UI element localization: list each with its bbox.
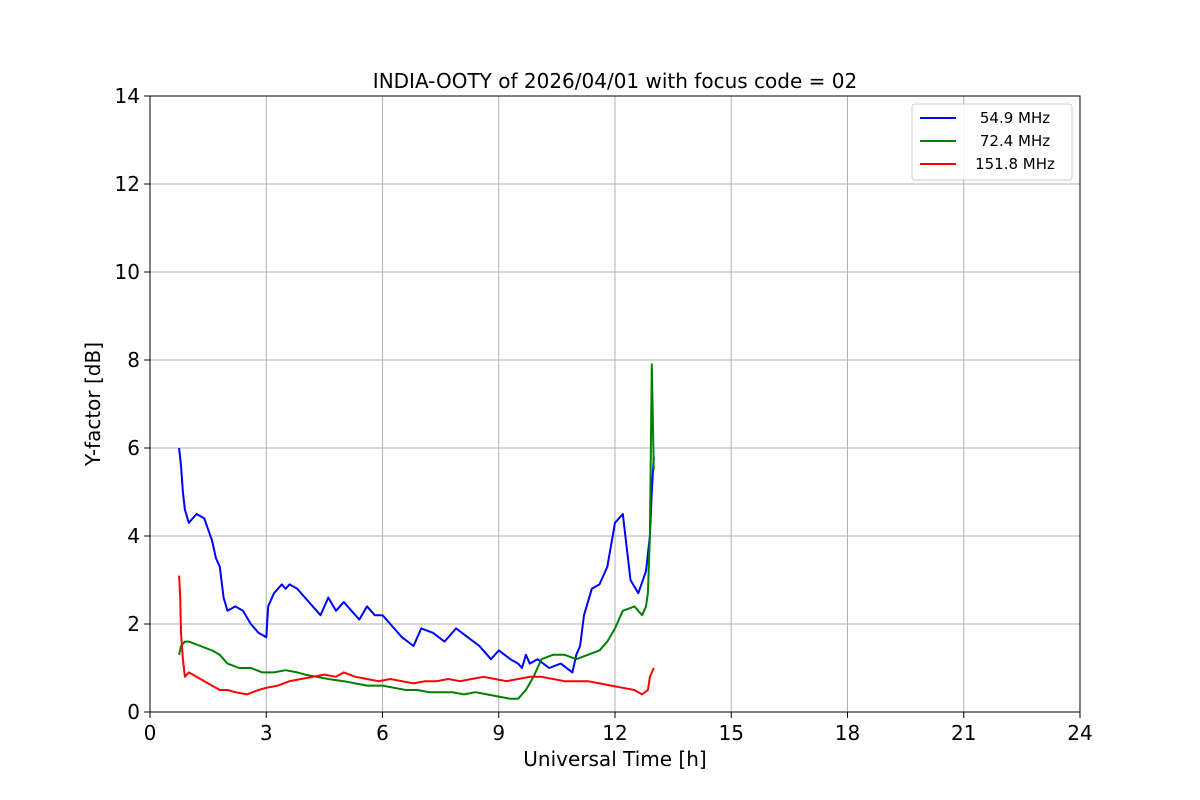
series-line-3 <box>178 575 655 696</box>
legend: 54.9 MHz 72.4 MHz 151.8 MHz <box>911 103 1073 181</box>
y-tick-label: 6 <box>127 436 140 460</box>
x-axis-label: Universal Time [h] <box>523 747 706 771</box>
y-tick-label: 8 <box>127 348 140 372</box>
x-tick-label: 24 <box>1067 721 1092 745</box>
legend-label: 72.4 MHz <box>980 132 1050 150</box>
y-tick-label: 4 <box>127 524 140 548</box>
series-layer <box>178 363 655 700</box>
y-tick-label: 12 <box>115 172 140 196</box>
y-tick-label: 10 <box>115 260 140 284</box>
x-tick-label: 6 <box>376 721 389 745</box>
x-tick-label: 3 <box>260 721 273 745</box>
x-tick-label: 9 <box>492 721 505 745</box>
x-tick-label: 12 <box>602 721 627 745</box>
series-line-1 <box>178 447 655 674</box>
legend-box <box>911 103 1073 181</box>
y-axis-label: Y-factor [dB] <box>81 342 105 467</box>
x-tick-label: 18 <box>835 721 860 745</box>
series-line-2 <box>178 363 655 700</box>
chart-title: INDIA-OOTY of 2026/04/01 with focus code… <box>373 69 857 93</box>
x-tick-label: 15 <box>719 721 744 745</box>
x-tick-label: 0 <box>144 721 157 745</box>
y-tick-label: 2 <box>127 612 140 636</box>
x-tick-label: 21 <box>951 721 976 745</box>
y-tick-label: 14 <box>115 84 140 108</box>
legend-label: 151.8 MHz <box>975 155 1055 173</box>
y-tick-label: 0 <box>127 700 140 724</box>
legend-label: 54.9 MHz <box>980 109 1050 127</box>
